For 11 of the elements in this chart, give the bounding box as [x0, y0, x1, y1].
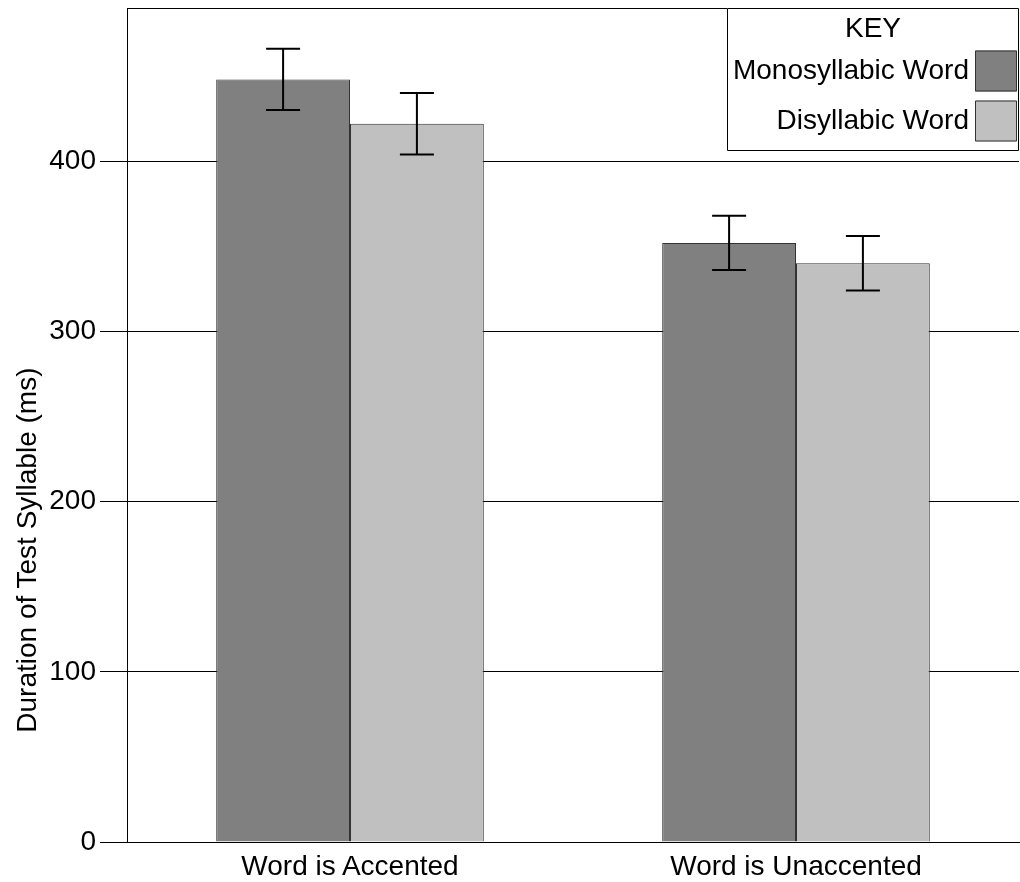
legend-label: Monosyllabic Word	[732, 53, 969, 85]
legend-title: KEY	[844, 11, 902, 43]
legend-label: Disyllabic Word	[776, 103, 969, 135]
y-tick-label: 200	[49, 484, 96, 516]
y-tick-label: 400	[49, 143, 96, 175]
x-tick-label: Word is Unaccented	[670, 849, 922, 881]
x-tick-label: Word is Accented	[241, 849, 459, 881]
y-axis-title: Duration of Test Syllable (ms)	[10, 367, 42, 733]
y-tick-label: 100	[49, 654, 96, 686]
y-tick-label: 300	[49, 314, 96, 346]
y-tick-label: 0	[80, 824, 96, 856]
